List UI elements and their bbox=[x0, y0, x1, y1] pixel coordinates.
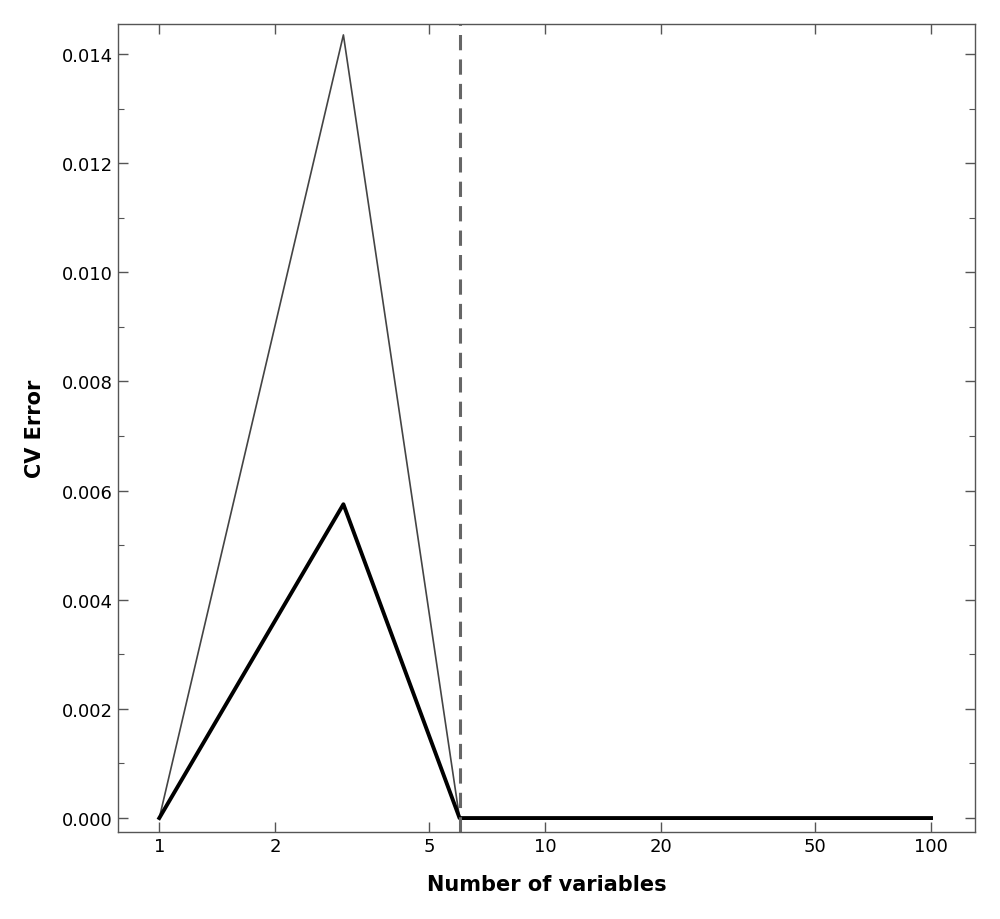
Y-axis label: CV Error: CV Error bbox=[25, 380, 45, 478]
X-axis label: Number of variables: Number of variables bbox=[427, 874, 666, 894]
